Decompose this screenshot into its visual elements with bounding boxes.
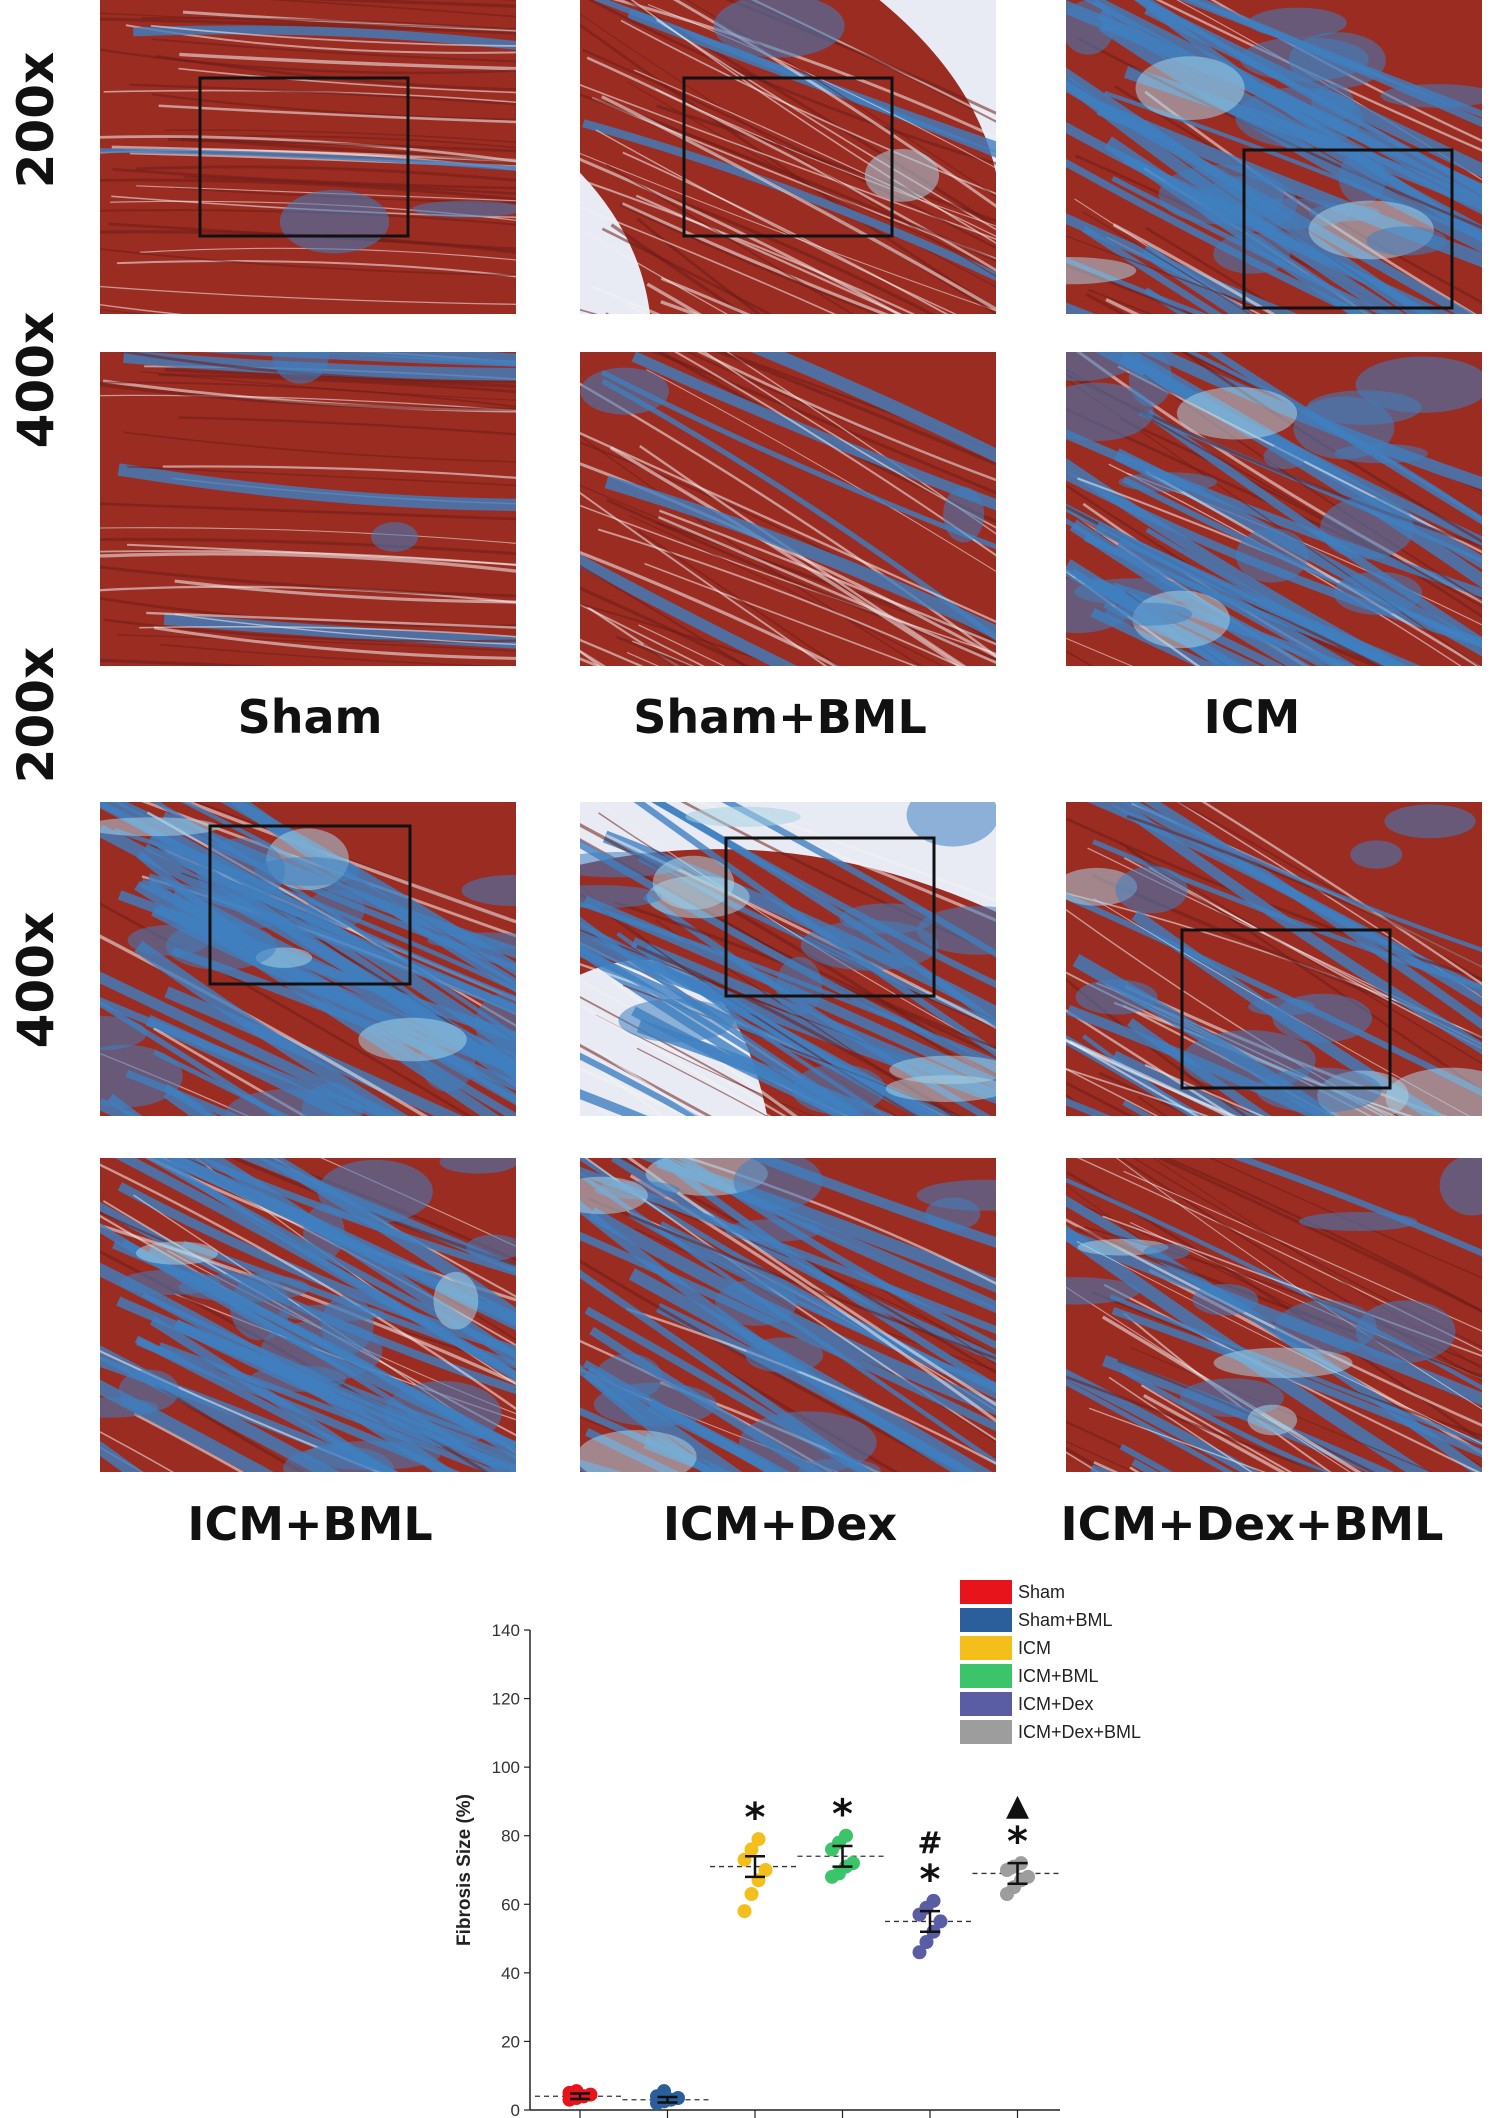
y-tick-label: 0 — [511, 2101, 520, 2118]
data-point — [751, 1832, 766, 1847]
micrograph-sham-400x — [100, 352, 516, 666]
data-point — [758, 1863, 773, 1877]
y-tick-label: 120 — [492, 1690, 520, 1709]
legend-swatch — [960, 1692, 1012, 1716]
legend-swatch — [960, 1720, 1012, 1744]
data-point — [657, 2084, 671, 2099]
data-point — [576, 2089, 591, 2104]
data-point — [1021, 1869, 1035, 1884]
significance-marker-secondary: # — [917, 1826, 942, 1861]
group-label-icm-bml: ICM+BML — [187, 1497, 433, 1551]
legend-swatch — [960, 1636, 1012, 1660]
magnification-box — [208, 824, 412, 986]
significance-marker: * — [920, 1857, 941, 1903]
data-point — [839, 1828, 853, 1843]
micrograph-icm-dex-bml-200x — [1066, 802, 1482, 1116]
legend-label: Sham+BML — [1018, 1610, 1113, 1630]
micrograph-icm-bml-200x — [100, 802, 516, 1116]
group-label-sham: Sham — [237, 690, 383, 744]
data-point — [933, 1914, 948, 1929]
legend-swatch — [960, 1664, 1012, 1688]
significance-marker: * — [832, 1792, 853, 1838]
micrograph-icm-400x — [1066, 352, 1482, 666]
data-point — [919, 1935, 934, 1949]
magnification-box — [1180, 928, 1392, 1090]
micrograph-icm-bml-400x — [100, 1158, 516, 1472]
significance-marker-secondary: ▲ — [1006, 1788, 1029, 1823]
data-point — [926, 1893, 941, 1908]
row-label-200x-bottom: 200x — [7, 646, 65, 784]
data-point — [912, 1945, 927, 1960]
y-tick-label: 140 — [492, 1621, 520, 1640]
group-label-sham-bml: Sham+BML — [633, 690, 927, 744]
legend-swatch — [960, 1580, 1012, 1604]
significance-marker: * — [1007, 1819, 1028, 1865]
legend-label: Sham — [1018, 1582, 1065, 1602]
row-label-400x-bottom: 400x — [7, 911, 65, 1049]
magnification-box — [1242, 148, 1454, 310]
data-point — [846, 1856, 860, 1871]
micrograph-icm-dex-200x — [580, 802, 996, 1116]
micrograph-icm-dex-bml-400x — [1066, 1158, 1482, 1472]
y-tick-label: 80 — [501, 1827, 520, 1846]
y-tick-label: 60 — [501, 1895, 520, 1914]
row-label-400x-top: 400x — [7, 311, 65, 449]
data-point — [737, 1904, 752, 1919]
group-label-icm-dex-bml: ICM+Dex+BML — [1060, 1497, 1444, 1551]
data-point — [744, 1887, 759, 1901]
y-tick-label: 40 — [501, 1964, 520, 1983]
legend-label: ICM — [1018, 1638, 1051, 1658]
legend-label: ICM+BML — [1018, 1666, 1099, 1686]
group-label-icm: ICM — [1203, 690, 1301, 744]
micrograph-sham-bml-200x — [580, 0, 996, 314]
row-label-200x-top: 200x — [7, 51, 65, 189]
micrograph-sham-bml-400x — [580, 352, 996, 666]
legend-label: ICM+Dex+BML — [1018, 1722, 1141, 1742]
data-point — [744, 1842, 759, 1857]
group-label-icm-dex: ICM+Dex — [662, 1497, 898, 1551]
magnification-box — [682, 76, 894, 238]
legend-label: ICM+Dex — [1018, 1694, 1094, 1714]
micrograph-sham-200x — [100, 0, 516, 314]
micrograph-icm-dex-400x — [580, 1158, 996, 1472]
significance-marker: * — [745, 1795, 766, 1841]
legend-swatch — [960, 1608, 1012, 1632]
micrograph-icm-200x — [1066, 0, 1482, 314]
magnification-box — [724, 836, 936, 998]
magnification-box — [198, 76, 410, 238]
y-axis-label: Fibrosis Size (%) — [454, 1794, 475, 1946]
y-tick-label: 20 — [501, 2032, 520, 2051]
y-tick-label: 100 — [492, 1758, 520, 1777]
